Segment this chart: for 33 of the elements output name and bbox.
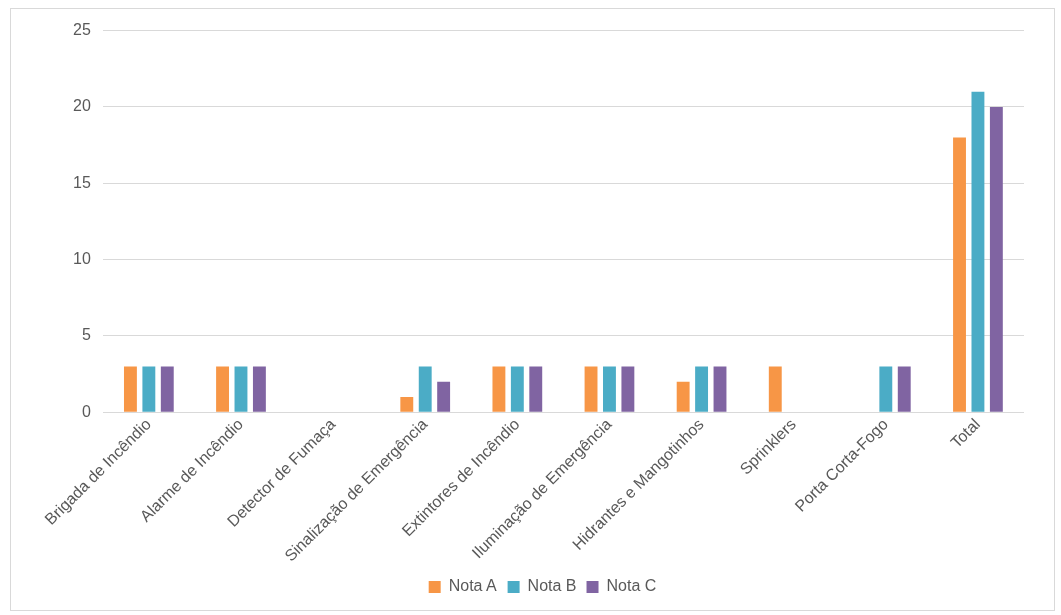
bar [216,366,229,412]
bar [676,381,690,412]
bar [529,366,543,412]
bar [510,366,524,412]
bar [142,366,156,412]
bar [400,397,414,412]
bar [897,366,911,412]
bar [252,366,266,412]
y-tick-label: 0 [81,402,91,420]
y-tick-label: 10 [73,250,91,268]
bar [418,366,432,412]
bar [437,381,451,412]
bar [971,91,985,412]
bar [123,366,137,412]
legend-label: Nota B [527,577,577,595]
bar [713,366,727,412]
bar [879,366,893,412]
y-tick-label: 20 [73,97,91,115]
bar [584,366,598,412]
bar [492,366,506,412]
y-tick-label: 15 [73,173,91,191]
y-tick-label: 25 [73,21,91,39]
legend-label: Nota A [448,577,498,595]
bar [234,366,248,412]
y-tick-label: 5 [81,326,91,344]
bar [768,366,782,412]
bar [621,366,635,412]
bar [989,106,1003,412]
bar [603,366,616,412]
legend-label: Nota C [606,577,657,595]
bar [160,366,174,412]
bar [695,366,709,412]
bar [953,137,966,412]
